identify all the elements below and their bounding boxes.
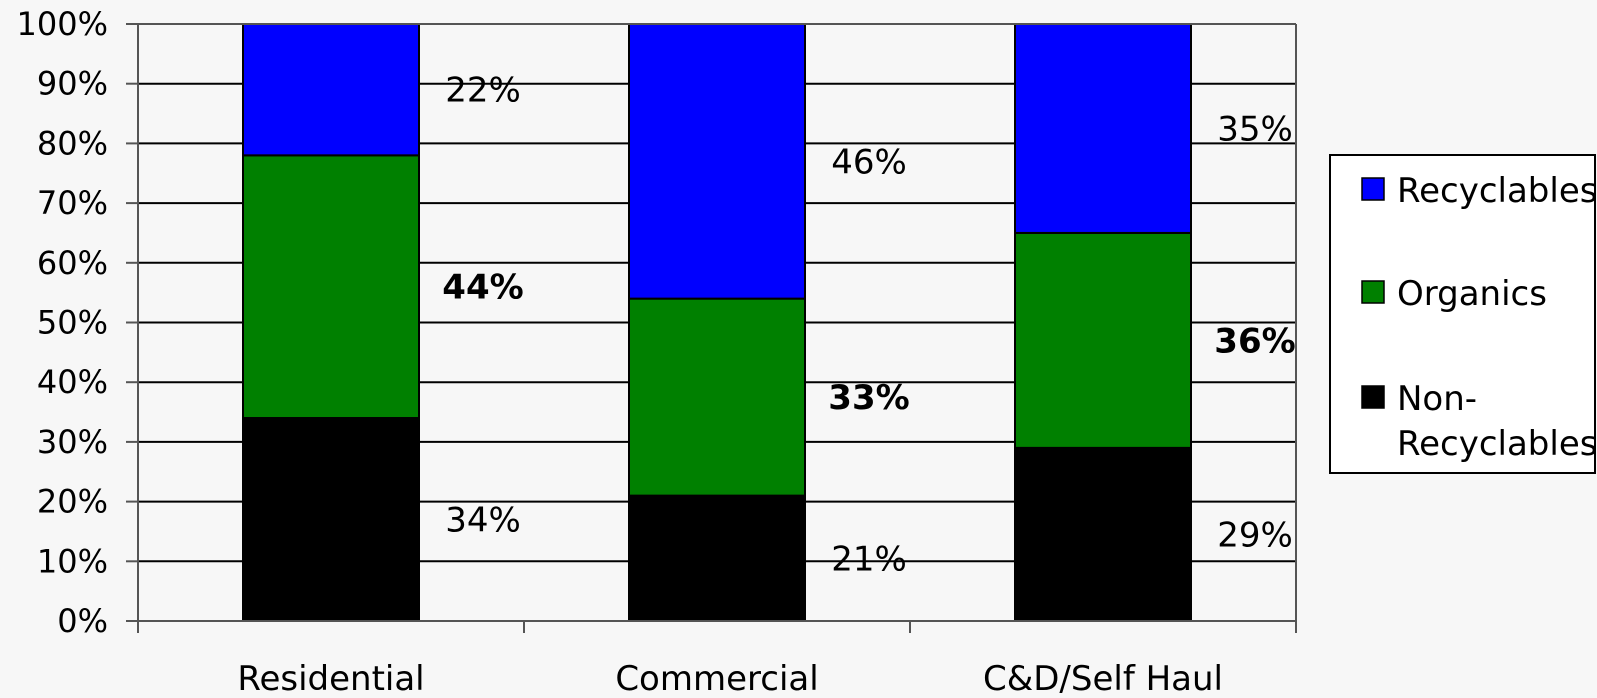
bar-segment [1014, 23, 1192, 234]
bar-segment [242, 23, 420, 157]
x-category-label: C&D/Self Haul [983, 659, 1223, 694]
legend-box [1329, 154, 1596, 474]
y-tick-label: 90% [37, 65, 108, 103]
bar-segment [628, 23, 806, 300]
x-category-label: Commercial [615, 659, 818, 694]
y-tick-label: 100% [17, 5, 108, 43]
data-label: 46% [831, 142, 907, 182]
x-category-label: Residential [237, 659, 424, 694]
data-labels: 34% 44% 22% 21% 33% 46% 29% 36% 35% [442, 71, 1295, 580]
y-tick-label: 30% [37, 423, 108, 461]
bar-segment [1014, 231, 1192, 449]
y-tick-label: 20% [37, 483, 108, 521]
bar-segment [628, 494, 806, 623]
axes: 0% 10% 20% 30% 40% 50% 60% 70% 80% 90% 100% Residen… [17, 5, 1297, 698]
y-tick-label: 50% [37, 304, 108, 342]
data-label: 35% [1217, 109, 1293, 149]
bar-segment [628, 297, 806, 497]
legend-swatch [1361, 280, 1385, 304]
y-tick-label: 60% [37, 244, 108, 282]
y-tick-label: 70% [37, 184, 108, 222]
data-label: 44% [442, 268, 523, 308]
legend-swatch [1361, 177, 1385, 201]
bar-segment [242, 417, 420, 622]
legend: Recyclables Organics Non- Recyclables [1329, 154, 1597, 474]
y-tick-label: 80% [37, 124, 108, 162]
data-label: 36% [1214, 321, 1295, 361]
bar-segment [242, 154, 420, 420]
data-label: 34% [445, 501, 521, 541]
legend-label: Recyclables [1397, 171, 1597, 211]
y-tick-label: 40% [37, 363, 108, 401]
legend-label: Non- [1397, 379, 1477, 419]
y-tick-label: 0% [57, 602, 108, 640]
data-label: 22% [445, 71, 521, 111]
y-tick-label: 10% [37, 542, 108, 580]
legend-label: Recyclables [1397, 424, 1597, 464]
bars [242, 23, 1192, 623]
legend-label: Organics [1397, 274, 1547, 314]
bar-segment [1014, 446, 1192, 622]
data-label: 29% [1217, 515, 1293, 555]
data-label: 33% [828, 378, 909, 418]
legend-swatch [1361, 385, 1385, 409]
data-label: 21% [831, 539, 907, 579]
